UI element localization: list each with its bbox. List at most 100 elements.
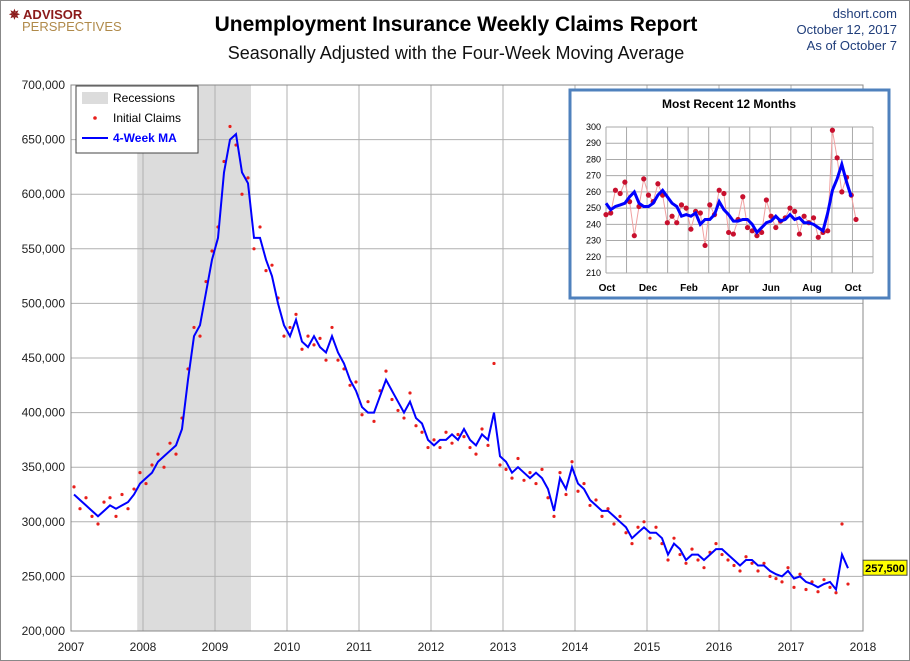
inset-claims-point xyxy=(801,213,807,219)
claims-point xyxy=(612,522,616,526)
claims-point xyxy=(402,416,406,420)
claims-point xyxy=(174,452,178,456)
inset-y-tick-label: 270 xyxy=(586,171,601,181)
claims-point xyxy=(126,507,130,511)
claims-point xyxy=(690,547,694,551)
claims-point xyxy=(468,445,472,450)
claims-point xyxy=(750,561,754,565)
inset-claims-point xyxy=(763,197,769,203)
inset-claims-point xyxy=(773,224,779,231)
legend-ma: 4-Week MA xyxy=(113,131,177,145)
claims-point xyxy=(408,391,412,395)
inset-claims-point xyxy=(787,205,793,211)
inset-x-tick-label: Oct xyxy=(599,283,616,294)
claims-point xyxy=(228,124,232,129)
claims-point xyxy=(132,487,136,491)
x-tick-label: 2018 xyxy=(850,640,877,654)
x-tick-label: 2015 xyxy=(634,640,661,654)
inset-claims-point xyxy=(768,213,774,219)
inset-chart: Most Recent 12 Months 210 220 230 240 250 260 2… xyxy=(568,88,891,300)
claims-point xyxy=(102,500,106,504)
claims-point xyxy=(666,558,670,562)
claims-point xyxy=(240,192,244,196)
claims-point xyxy=(714,542,718,546)
inset-claims-point xyxy=(815,234,821,240)
claims-point xyxy=(576,489,580,493)
inset-x-tick-label: Oct xyxy=(845,283,862,294)
source-label: dshort.com xyxy=(832,6,897,21)
claims-point xyxy=(540,467,544,471)
claims-point xyxy=(120,492,124,497)
inset-claims-point xyxy=(792,208,798,214)
x-tick-label: 2016 xyxy=(706,640,733,654)
legend-recessions: Recessions xyxy=(113,91,175,105)
claims-point xyxy=(324,358,328,362)
y-tick-label: 700,000 xyxy=(22,78,66,92)
claims-point xyxy=(204,279,208,284)
claims-point xyxy=(72,485,76,489)
y-tick-label: 650,000 xyxy=(22,133,66,147)
claims-point xyxy=(822,578,826,582)
claims-point xyxy=(756,569,760,573)
inset-claims-point xyxy=(759,229,765,236)
inset-claims-point xyxy=(810,215,817,221)
latest-value-label: 257,500 xyxy=(865,563,905,575)
claims-point xyxy=(114,514,118,518)
inset-claims-point xyxy=(697,210,703,216)
claims-point xyxy=(510,476,514,480)
claims-point xyxy=(570,460,574,464)
claims-point xyxy=(288,325,292,330)
claims-point xyxy=(564,492,568,497)
inset-claims-point xyxy=(664,220,670,226)
claims-point xyxy=(588,503,592,508)
plot-frame xyxy=(70,84,864,632)
inset-claims-point xyxy=(641,176,647,182)
claims-point xyxy=(414,424,418,428)
claims-point xyxy=(606,507,610,511)
claims-point xyxy=(192,325,196,330)
claims-point xyxy=(396,408,400,413)
inset-claims-point xyxy=(645,192,652,198)
inset-claims-point xyxy=(702,242,708,249)
claims-point xyxy=(198,334,202,338)
claims-point xyxy=(360,413,364,417)
claims-point xyxy=(210,249,214,253)
claims-point xyxy=(390,397,394,402)
claims-point xyxy=(546,496,550,500)
claims-point xyxy=(294,312,298,316)
x-tick-label: 2010 xyxy=(274,640,301,654)
claims-point xyxy=(78,507,82,511)
claims-point xyxy=(786,566,790,570)
claims-point xyxy=(846,582,850,586)
claims-point xyxy=(648,536,652,540)
claims-point xyxy=(684,561,688,565)
inset-x-tick-label: Apr xyxy=(721,283,738,294)
x-tick-label: 2008 xyxy=(130,640,157,654)
claims-point xyxy=(642,520,646,524)
claims-point xyxy=(282,334,286,338)
legend-initial-claims: Initial Claims xyxy=(113,111,181,125)
as-of-date: As of October 7 xyxy=(806,38,897,53)
inset-claims-point xyxy=(796,231,802,237)
claims-point xyxy=(168,441,172,445)
inset-claims-point xyxy=(631,233,637,239)
inset-x-tick-label: Dec xyxy=(639,283,658,294)
claims-point xyxy=(804,587,808,592)
claims-point xyxy=(144,481,148,486)
claims-point xyxy=(84,496,88,500)
inset-claims-point xyxy=(669,213,675,219)
claims-point xyxy=(480,427,484,431)
inset-y-tick-label: 290 xyxy=(586,138,601,148)
claims-point xyxy=(156,452,160,456)
claims-point xyxy=(522,478,526,482)
inset-y-tick-label: 210 xyxy=(586,268,601,278)
claims-point xyxy=(720,552,724,557)
claims-point xyxy=(450,441,454,445)
x-tick-label: 2009 xyxy=(202,640,229,654)
inset-y-tick-label: 240 xyxy=(586,219,601,229)
claims-point xyxy=(138,471,142,475)
inset-claims-point xyxy=(683,205,689,211)
y-tick-label: 400,000 xyxy=(22,406,66,420)
x-tick-label: 2012 xyxy=(418,640,445,654)
inset-claims-point xyxy=(608,210,614,216)
